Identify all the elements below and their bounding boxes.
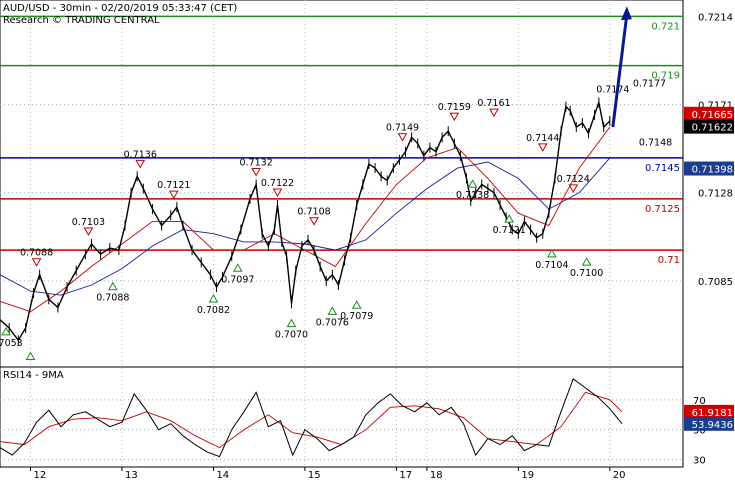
resistance-marker: [272, 188, 283, 198]
level-label: 0.7145: [645, 163, 680, 174]
annotation-label: 0.7136: [124, 149, 157, 160]
day-label: 15: [308, 470, 321, 480]
support-marker: [25, 351, 36, 360]
value-tag: [684, 106, 734, 121]
resistance-marker: [397, 133, 408, 142]
value-tag-label: 61.9181: [692, 408, 733, 419]
annotation-label: 0.7122: [261, 178, 294, 189]
price-series: [0, 6, 632, 346]
annotation-label: 0.7174: [596, 84, 629, 95]
price-line: [0, 99, 611, 342]
level-label: 0.71: [658, 255, 680, 266]
level-lines: 0.721 0.719 0.7145 0.7125 0.71: [0, 15, 683, 266]
annotation-label: 0.7124: [557, 174, 590, 185]
rsi-title: RSI14 - 9MA: [3, 370, 64, 381]
day-label: 12: [33, 470, 46, 480]
rsi-panel-frame: [0, 366, 684, 468]
day-label: 18: [430, 470, 443, 480]
resistance-marker: [449, 112, 460, 122]
support-marker: [208, 294, 219, 303]
support-marker: [547, 248, 557, 258]
support-marker: [351, 300, 362, 309]
day-label: 14: [216, 470, 229, 480]
forecast-arrow-head: [620, 6, 632, 21]
annotation-label: 0.7070: [275, 330, 308, 341]
value-tag: [684, 119, 734, 134]
annotation-label: 0.7149: [386, 123, 419, 134]
support-marker: [107, 281, 118, 291]
level-label: 0.719: [651, 71, 680, 82]
resistance-marker: [251, 168, 261, 177]
value-tag: [684, 416, 734, 431]
level-label: 0.7125: [645, 204, 680, 215]
resistance-marker: [309, 217, 319, 226]
support-marker: [581, 257, 592, 266]
resistance-marker: [489, 108, 499, 118]
annotation-label: 0.7177: [633, 78, 666, 89]
annotation-label: 0.7144: [526, 133, 559, 144]
chart-title: AUD/USD - 30min - 02/20/2019 05:33:47 (C…: [3, 3, 237, 14]
support-marker: [1, 326, 11, 336]
rsi-ma-line: [0, 391, 623, 449]
value-tag: [684, 404, 734, 419]
value-tag-label: 0.71665: [692, 110, 733, 121]
annotation-label: 0.7082: [197, 305, 230, 316]
fast-ma-line: [0, 126, 611, 313]
day-label: 13: [125, 470, 138, 480]
annotation-label: 0.7108: [297, 207, 330, 218]
value-tag-label: 0.71622: [692, 123, 733, 134]
annotation-label: 0.7148: [639, 138, 672, 149]
annotation-label: 0.7079: [340, 311, 373, 322]
resistance-marker: [168, 190, 179, 200]
annotation-label: 0.7100: [570, 268, 603, 279]
resistance-marker: [83, 227, 94, 236]
price-panel-frame: [0, 0, 684, 368]
level-label: 0.721: [651, 21, 680, 32]
support-marker: [232, 263, 243, 272]
annotation-label: 0.7121: [493, 225, 526, 236]
annotation-label: 0.7161: [477, 98, 510, 109]
value-tag: [684, 161, 734, 176]
support-marker: [504, 214, 515, 223]
annotation-label: 0.7088: [20, 248, 53, 259]
annotation-label: 0.7053: [0, 338, 23, 349]
annotation-label: 0.7088: [96, 293, 129, 304]
annotation-label: 0.7097: [221, 274, 254, 285]
price-tick-label: 0.7085: [698, 277, 733, 288]
price-tick-label: 0.7128: [698, 189, 733, 200]
axis-labels: 0.7214 0.7171 0.7128 0.7085 12 13 14 15 17 18 19 20…: [29, 12, 733, 480]
support-marker: [327, 306, 338, 315]
chart-source: Research © TRADING CENTRAL: [3, 15, 160, 26]
annotation-label: 0.7132: [240, 158, 273, 169]
annotation-label: 0.7159: [438, 102, 471, 113]
day-label: 19: [521, 470, 534, 480]
price-tick-label: 0.7214: [698, 12, 733, 23]
slow-ma-line: [0, 157, 611, 296]
annotations: 0.7053 0.7088 0.7103 0.7088 0.7136 0.7121 0.70…: [0, 78, 672, 360]
resistance-marker: [31, 258, 42, 267]
forecast-arrow-shaft: [611, 14, 629, 128]
rsi-line: [0, 378, 623, 458]
price-tick-label: 0.7171: [698, 101, 733, 112]
annotation-label: 0.7121: [157, 180, 190, 191]
annotation-label: 0.7104: [535, 260, 568, 271]
annotation-label: 0.7103: [72, 217, 105, 228]
rsi-tick-label: 50: [693, 426, 706, 437]
support-marker: [286, 318, 297, 328]
day-label: 17: [399, 470, 412, 480]
resistance-marker: [568, 184, 579, 193]
rsi-tick-label: 30: [693, 456, 706, 467]
value-tag-label: 53.9436: [692, 420, 733, 431]
rsi-series: [0, 378, 623, 458]
support-marker: [467, 179, 478, 188]
annotation-label: 0.7138: [456, 190, 489, 201]
resistance-marker: [135, 159, 146, 169]
resistance-marker: [537, 143, 548, 152]
rsi-tick-label: 70: [693, 396, 706, 407]
day-label: 20: [613, 470, 626, 480]
annotation-label: 0.7076: [316, 317, 349, 328]
value-tag-label: 0.71398: [692, 165, 733, 176]
